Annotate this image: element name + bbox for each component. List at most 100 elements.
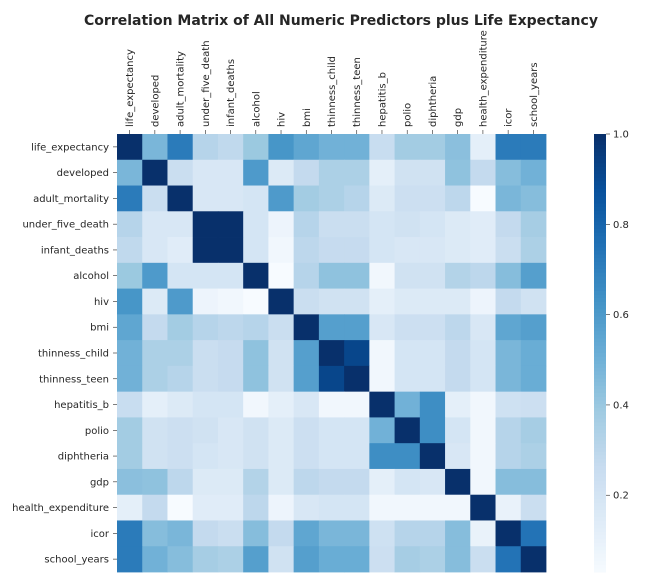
colorbar-segment <box>594 396 606 401</box>
x-tick-labels: life_expectancy developed adult_mortality u… <box>125 30 540 134</box>
colorbar-segment <box>594 349 606 354</box>
colorbar-segment <box>594 546 606 551</box>
heatmap-cell <box>117 443 143 470</box>
heatmap-cell <box>293 340 320 367</box>
heatmap-cell <box>470 468 496 496</box>
heatmap-cell <box>318 546 345 573</box>
colorbar-segment <box>594 239 606 244</box>
colorbar-segment <box>594 137 606 142</box>
heatmap-cell <box>445 211 471 238</box>
heatmap-cell <box>217 365 244 393</box>
heatmap-cell <box>369 546 395 573</box>
heatmap-cell <box>394 546 421 573</box>
heatmap-cell <box>470 520 496 547</box>
heatmap-cell <box>117 211 143 238</box>
heatmap-cell <box>369 468 395 496</box>
colorbar-segment <box>594 181 606 186</box>
colorbar-segment <box>594 480 606 485</box>
heatmap-cell <box>520 237 547 264</box>
heatmap-cell <box>142 237 168 264</box>
colorbar-segment <box>594 520 606 526</box>
heatmap-cell <box>192 417 219 444</box>
colorbar-segment <box>594 338 606 343</box>
colorbar-segment <box>594 561 606 566</box>
heatmap-cell <box>243 391 269 418</box>
heatmap-cell <box>217 468 244 496</box>
heatmap-cell <box>142 314 168 341</box>
colorbar-segment <box>594 568 606 573</box>
heatmap-cell <box>369 185 395 212</box>
colorbar-segment <box>594 331 606 336</box>
x-tick-label: alcohol <box>251 91 262 127</box>
colorbar-segment <box>594 557 606 562</box>
heatmap-cell <box>394 468 421 496</box>
colorbar-segment <box>594 451 606 456</box>
heatmap-cell <box>318 288 345 315</box>
heatmap-cell <box>117 237 143 264</box>
heatmap-cell <box>243 417 269 444</box>
heatmap-cell <box>470 211 496 238</box>
heatmap-cell <box>268 494 295 521</box>
heatmap-cell <box>167 185 194 212</box>
heatmap-cell <box>142 443 168 470</box>
colorbar-segment <box>594 345 606 350</box>
heatmap-cell <box>394 494 421 521</box>
colorbar-segment <box>594 323 606 328</box>
heatmap-cell <box>217 546 244 573</box>
colorbar-segment <box>594 152 606 157</box>
heatmap-cell <box>369 237 395 264</box>
heatmap-cell <box>419 494 446 521</box>
colorbar-segment <box>594 509 606 515</box>
heatmap-cell <box>470 546 496 573</box>
heatmap-cell <box>192 365 219 393</box>
heatmap-cell <box>192 237 219 264</box>
heatmap-cell <box>318 211 345 238</box>
heatmap-cell <box>217 185 244 212</box>
heatmap-cell <box>495 340 522 367</box>
heatmap-cell <box>520 288 547 315</box>
heatmap-cell <box>243 546 269 573</box>
heatmap-cell <box>419 365 446 393</box>
heatmap-cell <box>117 391 143 418</box>
heatmap-cell <box>394 391 421 418</box>
heatmap-cell <box>344 288 370 315</box>
heatmap-cell <box>167 288 194 315</box>
x-tick-label: polio <box>403 103 414 127</box>
heatmap-cell <box>192 262 219 289</box>
heatmap-cell <box>318 340 345 367</box>
heatmap-cell <box>268 134 295 161</box>
heatmap-cell <box>293 546 320 573</box>
colorbar-segment <box>594 217 606 223</box>
heatmap-cell <box>495 288 522 315</box>
colorbar-tick-label: 0.6 <box>613 310 629 321</box>
heatmap-cell <box>419 185 446 212</box>
colorbar-segment <box>594 207 606 212</box>
heatmap-cell <box>470 340 496 367</box>
y-tick-label: icor <box>90 529 109 540</box>
heatmap-cell <box>470 288 496 315</box>
colorbar-segment <box>594 426 606 431</box>
heatmap-cell <box>142 134 168 161</box>
colorbar-segment <box>594 440 606 445</box>
heatmap-cell <box>243 520 269 547</box>
colorbar-tick-label: 0.4 <box>613 400 629 411</box>
colorbar-segment <box>594 415 606 420</box>
colorbar-segment <box>594 455 606 460</box>
y-tick-label: school_years <box>44 555 109 566</box>
y-tick-label: diphtheria <box>58 452 109 463</box>
x-tick-label: school_years <box>529 62 540 127</box>
heatmap-cell <box>167 262 194 289</box>
heatmap-cell <box>495 211 522 238</box>
heatmap-cell <box>318 134 345 161</box>
heatmap-cell <box>142 391 168 418</box>
heatmap-cell <box>344 159 370 186</box>
heatmap-cell <box>419 340 446 367</box>
heatmap-cell <box>495 237 522 264</box>
colorbar-segment <box>594 484 606 489</box>
heatmap-cell <box>293 262 320 289</box>
y-tick-label: thinness_teen <box>39 374 109 385</box>
heatmap-cell <box>293 159 320 186</box>
colorbar-segment <box>594 258 606 263</box>
colorbar-segment <box>594 163 606 168</box>
heatmap-cell <box>142 340 168 367</box>
